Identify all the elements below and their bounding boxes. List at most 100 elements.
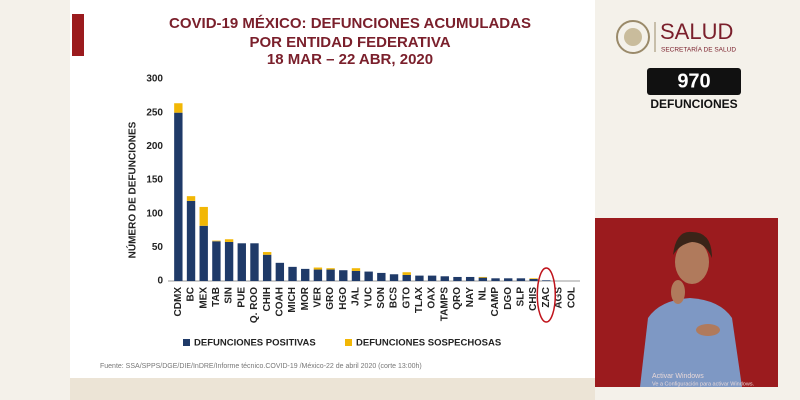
x-tick-label: ZAC	[541, 287, 552, 308]
legend-swatch	[345, 339, 352, 346]
bar-segment	[465, 276, 475, 281]
chart-title: COVID-19 MÉXICO: DEFUNCIONES ACUMULADAS	[169, 15, 531, 32]
bar-segment	[212, 240, 221, 242]
x-tick-label: GRO	[325, 287, 336, 310]
x-tick-label: OAX	[427, 287, 438, 309]
legend-label: DEFUNCIONES POSITIVAS	[194, 338, 316, 349]
x-tick-label: COAH	[274, 287, 285, 316]
logo-emblem	[624, 28, 642, 46]
logo-emblem	[616, 20, 650, 54]
bar-segment	[364, 271, 373, 281]
bar-segment	[402, 274, 411, 281]
legend-label: DEFUNCIONES SOSPECHOSAS	[356, 338, 501, 349]
bar-segment	[529, 278, 538, 281]
y-axis-label: NÚMERO DE DEFUNCIONES	[126, 121, 139, 258]
x-tick-label: PUE	[236, 287, 247, 308]
x-tick-label: SON	[376, 287, 387, 309]
bar-segment	[224, 239, 234, 242]
x-tick-label: VER	[313, 286, 324, 307]
bar-segment	[212, 241, 221, 281]
bar-segment	[199, 206, 208, 226]
x-tick-label: HGO	[338, 287, 349, 310]
bar-segment	[478, 277, 488, 281]
x-tick-label: TAB	[211, 287, 222, 307]
legend-swatch	[183, 339, 190, 346]
bar-segment	[174, 103, 183, 113]
watermark: Activar Windows	[652, 373, 704, 380]
bar-segment	[402, 272, 411, 275]
x-tick-label: CDMX	[173, 287, 184, 317]
x-tick-label: CHIS	[528, 287, 539, 311]
x-tick-label: MOR	[300, 286, 311, 310]
x-tick-label: MEX	[198, 287, 209, 309]
x-tick-label: NL	[477, 287, 488, 300]
highlight-ring	[536, 267, 557, 323]
bar-segment	[262, 252, 272, 255]
bar-segment	[415, 275, 424, 281]
y-tick-label: 50	[152, 242, 164, 253]
bar-segment	[250, 243, 259, 281]
interpreter-hand	[671, 280, 685, 304]
total-label: DEFUNCIONES	[650, 97, 737, 111]
bar-segment	[262, 254, 272, 281]
bar-segment	[351, 268, 361, 271]
interpreter-hair	[673, 231, 712, 258]
x-tick-label: CHIH	[262, 287, 273, 311]
y-tick-label: 200	[146, 141, 163, 152]
interpreter-hand	[696, 324, 720, 336]
y-tick-label: 300	[146, 74, 163, 85]
bar-segment	[453, 276, 462, 281]
x-tick-label: TAMPS	[439, 287, 450, 322]
interpreter	[640, 298, 742, 387]
bar-segment	[313, 267, 323, 270]
chart-title: POR ENTIDAD FEDERATIVA	[249, 34, 450, 51]
bar-segment	[186, 196, 196, 201]
x-tick-label: JAL	[351, 287, 362, 306]
bar-segment	[326, 268, 335, 270]
logo-subtitle: SECRETARÍA DE SALUD	[661, 45, 736, 54]
x-tick-label: AGS	[554, 287, 565, 309]
x-tick-label: GTO	[401, 287, 412, 309]
bar-segment	[326, 269, 335, 281]
watermark: Ve a Configuración para activar Windows.	[652, 381, 755, 387]
bar-segment	[186, 200, 196, 281]
bar-segment	[389, 274, 399, 281]
accent-bar	[72, 14, 84, 56]
y-tick-label: 100	[146, 208, 163, 219]
source: Fuente: SSA/SPPS/DGE/DIE/InDRE/Informe t…	[100, 363, 422, 370]
x-tick-label: DGO	[503, 287, 514, 310]
bar-segment	[504, 278, 513, 281]
x-tick-label: BCS	[389, 287, 400, 308]
y-tick-label: 0	[157, 276, 163, 287]
chart-title: 18 MAR – 22 ABR, 2020	[267, 51, 433, 68]
x-tick-label: MICH	[287, 287, 298, 313]
bar-segment	[199, 225, 208, 281]
bar-segment	[491, 278, 500, 281]
y-tick-label: 150	[146, 175, 163, 186]
bar-segment	[224, 241, 234, 281]
bar-segment	[542, 280, 551, 281]
slide	[70, 0, 595, 400]
bar-segment	[288, 266, 297, 281]
bar-segment	[440, 276, 449, 281]
bar-segment	[529, 278, 538, 279]
x-tick-label: CAMP	[490, 287, 501, 317]
x-tick-label: SIN	[224, 287, 235, 304]
bar-segment	[339, 270, 348, 281]
bar-segment	[478, 276, 488, 278]
bar-segment	[275, 262, 285, 281]
y-tick-label: 250	[146, 107, 163, 118]
bar-segment	[174, 112, 183, 282]
x-tick-label: BC	[186, 287, 197, 301]
interpreter-head	[675, 240, 709, 284]
x-tick-label: COL	[566, 287, 577, 308]
bar-segment	[351, 270, 361, 281]
bar-segment	[237, 243, 246, 281]
x-tick-label: QRO	[452, 287, 463, 310]
x-tick-label: TLAX	[414, 287, 425, 313]
logo-name: SALUD	[660, 19, 733, 44]
x-tick-label: SLP	[516, 287, 527, 307]
bar-segment	[427, 275, 437, 281]
x-tick-label: Q. ROO	[249, 287, 260, 323]
